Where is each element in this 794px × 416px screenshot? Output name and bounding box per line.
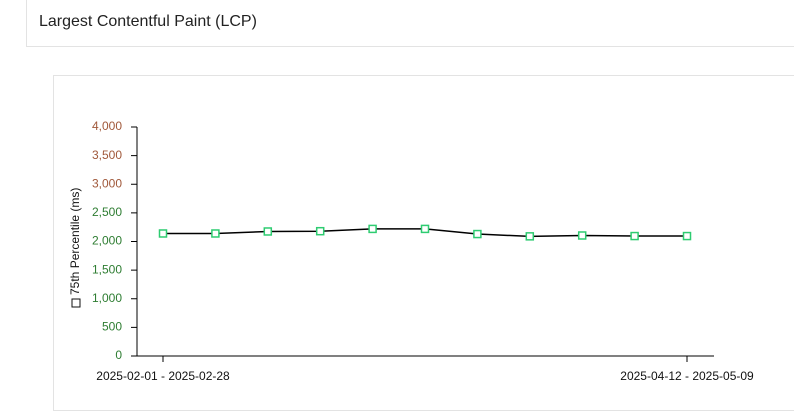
header-card: Largest Contentful Paint (LCP)	[26, 0, 794, 47]
header-title: Largest Contentful Paint (LCP)	[39, 13, 257, 30]
y-tick-label: 2,000	[92, 234, 122, 248]
point-marker	[577, 231, 587, 240]
point-marker	[682, 231, 692, 241]
y-axis-label: 75th Percentile (ms)	[68, 188, 82, 295]
chart-card	[53, 75, 794, 411]
y-axis-label-group: 75th Percentile (ms)	[68, 188, 82, 308]
point-marker	[158, 229, 168, 238]
point-marker	[473, 229, 482, 239]
point-marker	[420, 224, 430, 234]
y-tick-label: 2,500	[92, 205, 122, 219]
legend-swatch	[71, 298, 81, 308]
y-tick-label: 500	[102, 320, 122, 334]
x-tick-label: 2025-04-12 - 2025-05-09	[620, 369, 754, 383]
y-tick-label: 4,000	[92, 119, 122, 133]
point-marker	[211, 229, 220, 238]
point-marker	[315, 226, 325, 236]
point-marker	[630, 231, 639, 241]
x-tick-label: 2025-02-01 - 2025-02-28	[96, 369, 230, 383]
y-tick-label: 1,000	[92, 291, 122, 305]
y-tick-label: 3,000	[92, 176, 122, 190]
y-tick-label: 3,500	[92, 148, 122, 162]
y-tick-label: 1,500	[92, 262, 122, 276]
point-marker	[368, 224, 377, 234]
point-marker	[263, 227, 273, 236]
point-marker	[525, 232, 535, 241]
y-tick-label: 0	[115, 348, 122, 362]
